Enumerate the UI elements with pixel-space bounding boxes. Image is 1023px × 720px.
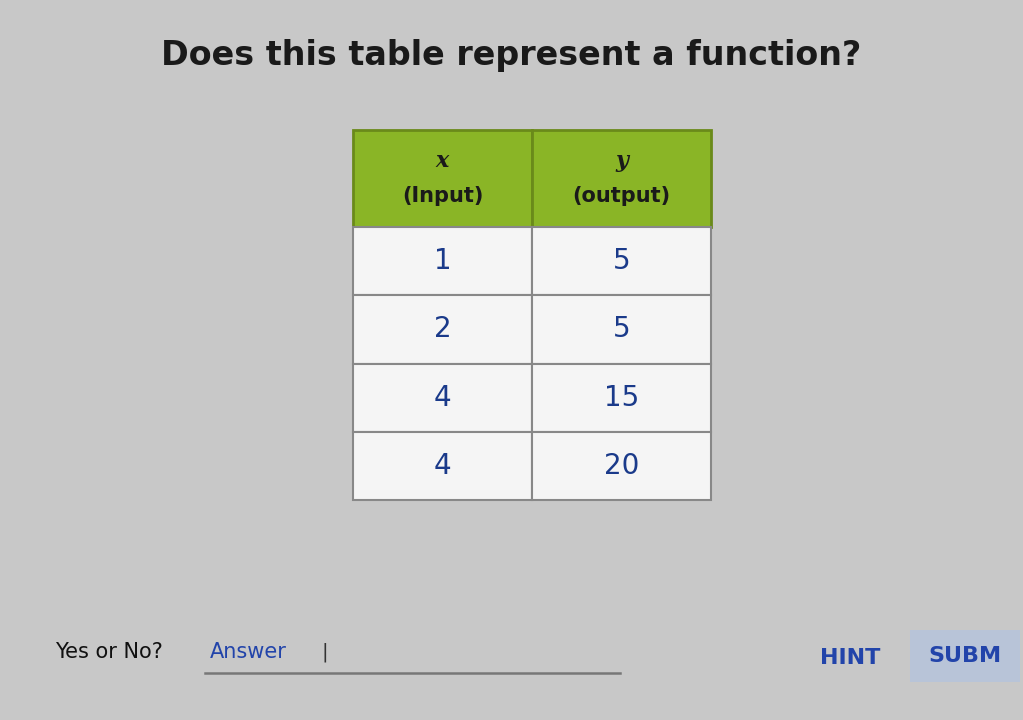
Bar — [353, 295, 532, 364]
Text: 20: 20 — [604, 452, 639, 480]
Text: 5: 5 — [613, 315, 630, 343]
Bar — [353, 364, 532, 432]
Text: HINT: HINT — [819, 648, 880, 668]
Text: (output): (output) — [573, 186, 670, 206]
Text: 4: 4 — [434, 384, 451, 412]
Text: 2: 2 — [434, 315, 451, 343]
Text: (Input): (Input) — [402, 186, 483, 206]
Bar — [532, 130, 711, 227]
Text: 5: 5 — [613, 247, 630, 275]
Bar — [353, 432, 532, 500]
Bar — [353, 130, 532, 227]
Text: Yes or No?: Yes or No? — [55, 642, 163, 662]
Bar — [353, 227, 532, 295]
Text: x: x — [436, 150, 449, 172]
Text: SUBM: SUBM — [929, 646, 1002, 666]
Bar — [532, 227, 711, 295]
Text: Does this table represent a function?: Does this table represent a function? — [162, 38, 861, 71]
Text: Answer: Answer — [210, 642, 286, 662]
Bar — [532, 432, 711, 500]
Text: |: | — [322, 642, 328, 662]
Bar — [532, 364, 711, 432]
Text: y: y — [615, 150, 628, 172]
Bar — [532, 295, 711, 364]
Bar — [910, 630, 1020, 682]
Text: 1: 1 — [434, 247, 451, 275]
Text: 4: 4 — [434, 452, 451, 480]
Text: 15: 15 — [604, 384, 639, 412]
